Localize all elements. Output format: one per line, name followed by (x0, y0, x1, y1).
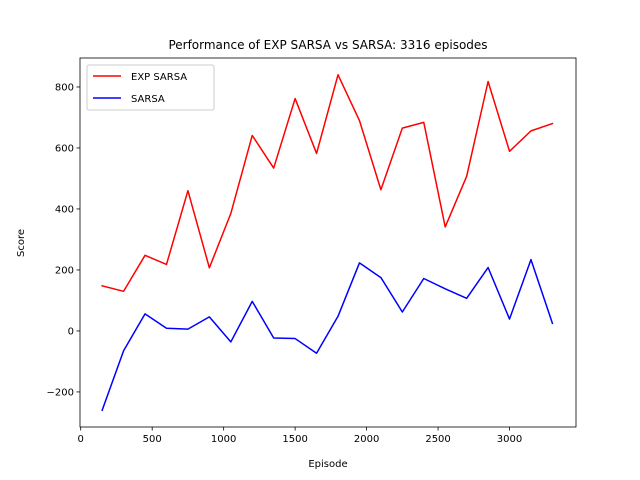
x-tick-label: 0 (78, 434, 84, 445)
y-tick-label: 800 (55, 82, 74, 93)
ticks-layer: 0 500 1000 1500 2000 2500 3000 −200 0 200 400 600 80… (47, 82, 523, 445)
plot-area (80, 58, 576, 427)
series-line-exp-sarsa (101, 74, 554, 293)
legend: EXP SARSA SARSA (86, 64, 215, 111)
chart-title: Performance of EXP SARSA vs SARSA: 3316 … (168, 38, 487, 52)
y-tick-label: 400 (55, 204, 74, 215)
y-tick-label: −200 (47, 387, 74, 398)
x-tick-label: 3000 (497, 434, 522, 445)
x-tick-label: 2500 (425, 434, 450, 445)
x-tick-label: 1000 (211, 434, 236, 445)
y-tick-label: 600 (55, 143, 74, 154)
x-tick-label: 1500 (282, 434, 307, 445)
y-axis-label: Score (16, 229, 27, 257)
series-layer (101, 74, 554, 412)
x-tick-label: 2000 (354, 434, 379, 445)
x-axis-label: Episode (308, 459, 347, 470)
plot-frame (79, 57, 577, 428)
x-tick-label: 500 (143, 434, 162, 445)
series-line-sarsa (101, 258, 554, 412)
y-tick-label: 200 (55, 265, 74, 276)
legend-label-exp-sarsa: EXP SARSA (131, 72, 187, 83)
legend-label-sarsa: SARSA (131, 94, 165, 105)
y-tick-label: 0 (68, 326, 74, 337)
